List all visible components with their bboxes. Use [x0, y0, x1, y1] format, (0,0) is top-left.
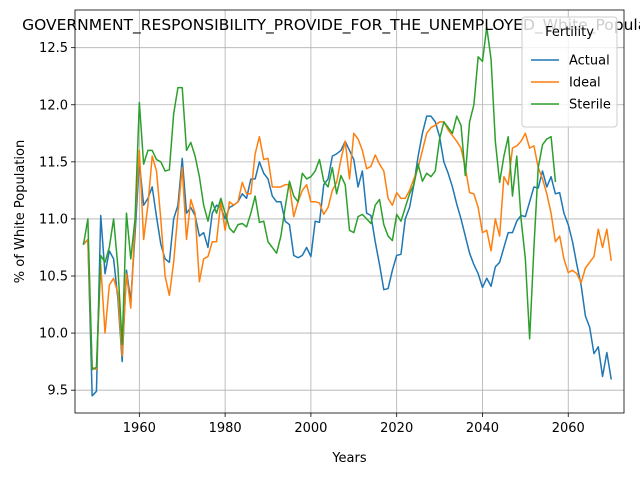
- legend: Fertility Actual Ideal Sterile: [522, 17, 617, 127]
- y-tick-label: 12.0: [39, 98, 68, 113]
- y-tick-label: 11.5: [39, 155, 68, 170]
- y-tick-label: 11.0: [39, 212, 68, 227]
- y-axis-label: % of White Population: [13, 140, 28, 283]
- legend-label-ideal: Ideal: [569, 76, 601, 91]
- x-tick-label: 2060: [552, 421, 585, 436]
- x-tick-label: 2040: [466, 421, 499, 436]
- x-tick-label: 2000: [294, 421, 327, 436]
- legend-label-actual: Actual: [569, 54, 610, 69]
- x-tick-label: 1980: [209, 421, 242, 436]
- legend-title: Fertility: [545, 25, 594, 40]
- y-tick-label: 10.0: [39, 327, 68, 342]
- x-tick-label: 2020: [380, 421, 413, 436]
- y-tick-label: 12.5: [39, 41, 68, 56]
- x-axis-label: Years: [331, 451, 367, 466]
- y-tick-label: 10.5: [39, 270, 68, 285]
- x-tick-label: 1960: [123, 421, 156, 436]
- legend-label-sterile: Sterile: [569, 98, 611, 113]
- y-tick-label: 9.5: [47, 384, 68, 399]
